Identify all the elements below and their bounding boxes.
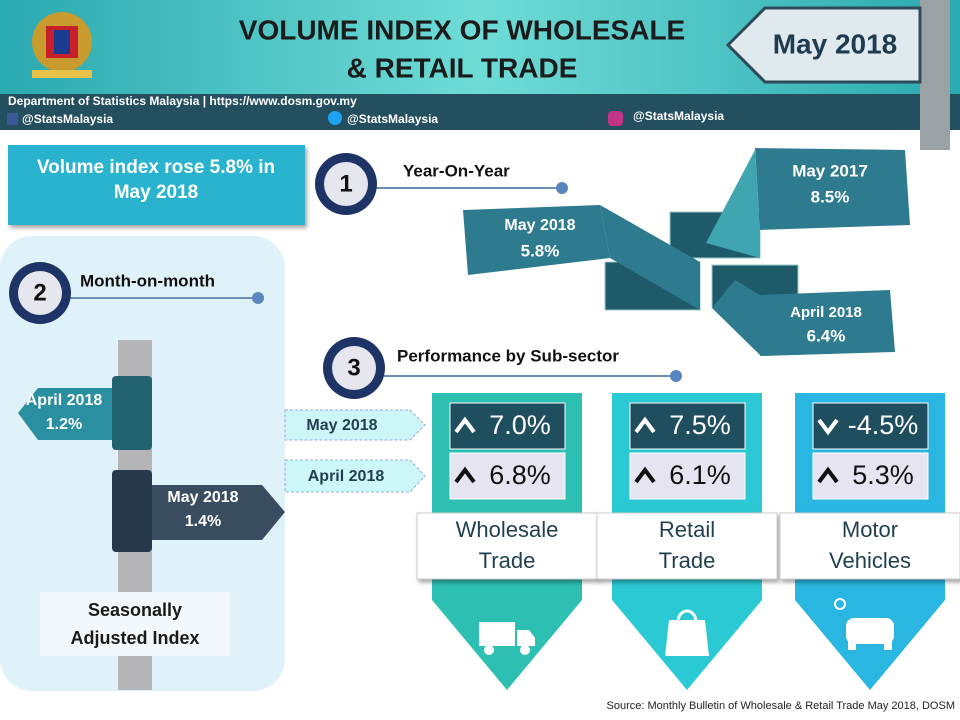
yoy-ribbon [755,148,910,230]
section-badge-inner [332,346,376,390]
period-tag [284,409,426,441]
up-arrow [817,466,839,484]
up-arrow [634,416,656,434]
sector-value: 7.0% [489,410,551,440]
caption-box [40,592,230,656]
section-dot [670,370,682,382]
title-line: & RETAIL TRADE [347,52,578,83]
sector-value: 5.3% [852,460,914,490]
section-title: Month-on-month [80,271,215,290]
twitter-icon [328,111,342,125]
yoy-value: 6.4% [807,326,846,345]
icon-part [834,598,846,610]
sector-name: Wholesale [456,517,559,542]
icon-part [676,609,698,623]
icon-part [479,622,515,646]
caption: Seasonally [88,600,182,620]
crest [32,12,92,78]
sign-cap [112,376,152,450]
mom-value: 1.2% [46,416,82,433]
department: Department of Statistics Malaysia | http… [8,94,357,108]
yoy-label: May 2017 [792,161,868,180]
facebook-handle: @StatsMalaysia [22,112,113,126]
sector-name: Vehicles [829,548,911,573]
source: Source: Monthly Bulletin of Wholesale & … [607,700,956,712]
icon-part [665,620,709,656]
info-band [0,94,960,130]
value-box [449,452,566,500]
sector-icon [665,609,709,656]
sector-name: Retail [659,517,715,542]
icon-part [848,640,856,650]
yoy-value: 5.8% [521,241,560,260]
caption: Adjusted Index [70,628,199,648]
up-arrow [634,466,656,484]
value-box [449,402,566,450]
yoy-ribbon [760,290,895,356]
yoy-value: 8.5% [811,187,850,206]
up-arrow [454,466,476,484]
sector-name-box [416,512,598,580]
signpost-pole [920,0,950,150]
section-dot [252,292,264,304]
instagram-handle: @StatsMalaysia [633,109,724,123]
section-badge-inner [324,162,368,206]
headline: Volume index rose 5.8% in [37,157,275,178]
icon-part [884,640,892,650]
yoy-label: May 2018 [504,217,575,234]
section-title: Performance by Sub-sector [397,346,619,365]
icon-part [484,645,494,655]
period-label: April 2018 [308,468,385,485]
facebook-icon [7,113,18,125]
sector-name-box [596,512,778,580]
sign-cap [112,470,152,552]
sector-icon [479,622,535,655]
yoy-ribbon [463,205,610,275]
mom-label: April 2018 [26,392,103,409]
section-badge-inner [18,271,62,315]
twitter-handle: @StatsMalaysia [347,112,438,126]
icon-part [846,618,894,644]
section-number: 1 [339,170,352,197]
sector-value: 7.5% [669,410,731,440]
sector-name: Trade [659,548,716,573]
section-title: Year-On-Year [403,161,510,180]
mom-label: May 2018 [167,489,238,506]
sectors: 7.0% 6.8% Wholesale Trade 7.5% 6.1% Retail Trad… [416,393,960,690]
period-tag [284,459,426,493]
sector-value: 6.8% [489,460,551,490]
period-label: May 2018 [306,417,377,434]
icon-part [520,645,530,655]
mom-sign [112,485,285,540]
sector-icon [834,598,894,650]
down-arrow [817,418,839,436]
headline-box [8,145,305,225]
section-number: 2 [33,279,46,306]
mom-value: 1.4% [185,513,221,530]
headline: May 2018 [114,182,199,203]
period: May 2018 [773,28,898,59]
title-line: VOLUME INDEX OF WHOLESALE [239,14,685,45]
instagram-icon [608,111,623,126]
section-dot [556,182,568,194]
sector-name-box [779,512,960,580]
yoy-label: April 2018 [790,304,862,321]
section-number: 3 [347,354,360,381]
sector-name: Motor [842,517,898,542]
sector-value: -4.5% [848,410,919,440]
sector-value: 6.1% [669,460,731,490]
up-arrow [454,416,476,434]
sector-name: Trade [479,548,536,573]
period-sign [725,6,922,84]
icon-part [517,630,535,646]
